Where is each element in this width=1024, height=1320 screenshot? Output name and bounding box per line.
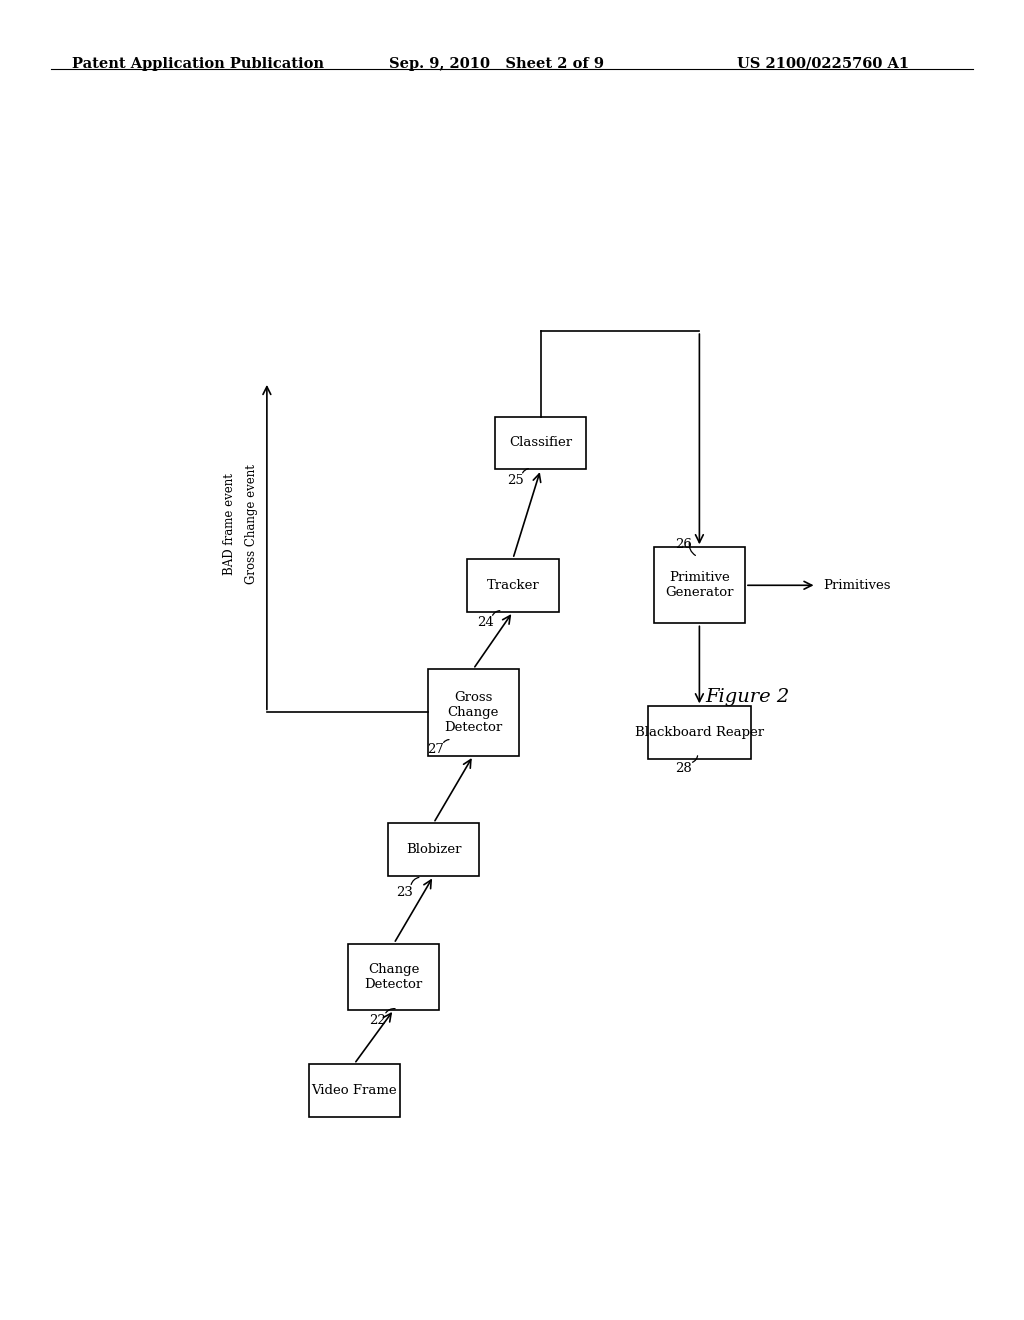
Text: 27: 27 — [427, 743, 444, 756]
Text: US 2100/0225760 A1: US 2100/0225760 A1 — [737, 57, 909, 71]
Bar — [467, 558, 558, 611]
Text: 23: 23 — [395, 886, 413, 899]
Text: 24: 24 — [477, 616, 494, 630]
Text: Primitives: Primitives — [823, 578, 890, 591]
Bar — [308, 1064, 399, 1117]
Text: Gross Change event: Gross Change event — [245, 465, 257, 585]
Bar — [348, 944, 439, 1010]
Text: Blobizer: Blobizer — [406, 843, 461, 857]
Text: Primitive
Generator: Primitive Generator — [666, 572, 733, 599]
Text: 25: 25 — [507, 474, 523, 487]
Text: Tracker: Tracker — [486, 578, 540, 591]
Bar — [648, 706, 751, 759]
Text: 26: 26 — [675, 539, 692, 552]
Text: 28: 28 — [675, 762, 692, 775]
Text: Patent Application Publication: Patent Application Publication — [72, 57, 324, 71]
Text: Gross
Change
Detector: Gross Change Detector — [444, 690, 503, 734]
Text: Blackboard Reaper: Blackboard Reaper — [635, 726, 764, 739]
Bar — [653, 548, 745, 623]
Bar — [428, 669, 519, 755]
Text: 22: 22 — [370, 1014, 386, 1027]
Bar — [388, 824, 479, 876]
Text: Sep. 9, 2010   Sheet 2 of 9: Sep. 9, 2010 Sheet 2 of 9 — [389, 57, 604, 71]
Text: Figure 2: Figure 2 — [705, 688, 790, 706]
Text: BAD frame event: BAD frame event — [223, 474, 237, 576]
Text: Video Frame: Video Frame — [311, 1084, 397, 1097]
Text: Classifier: Classifier — [509, 437, 572, 450]
Text: Change
Detector: Change Detector — [365, 962, 423, 990]
Bar — [495, 417, 587, 470]
